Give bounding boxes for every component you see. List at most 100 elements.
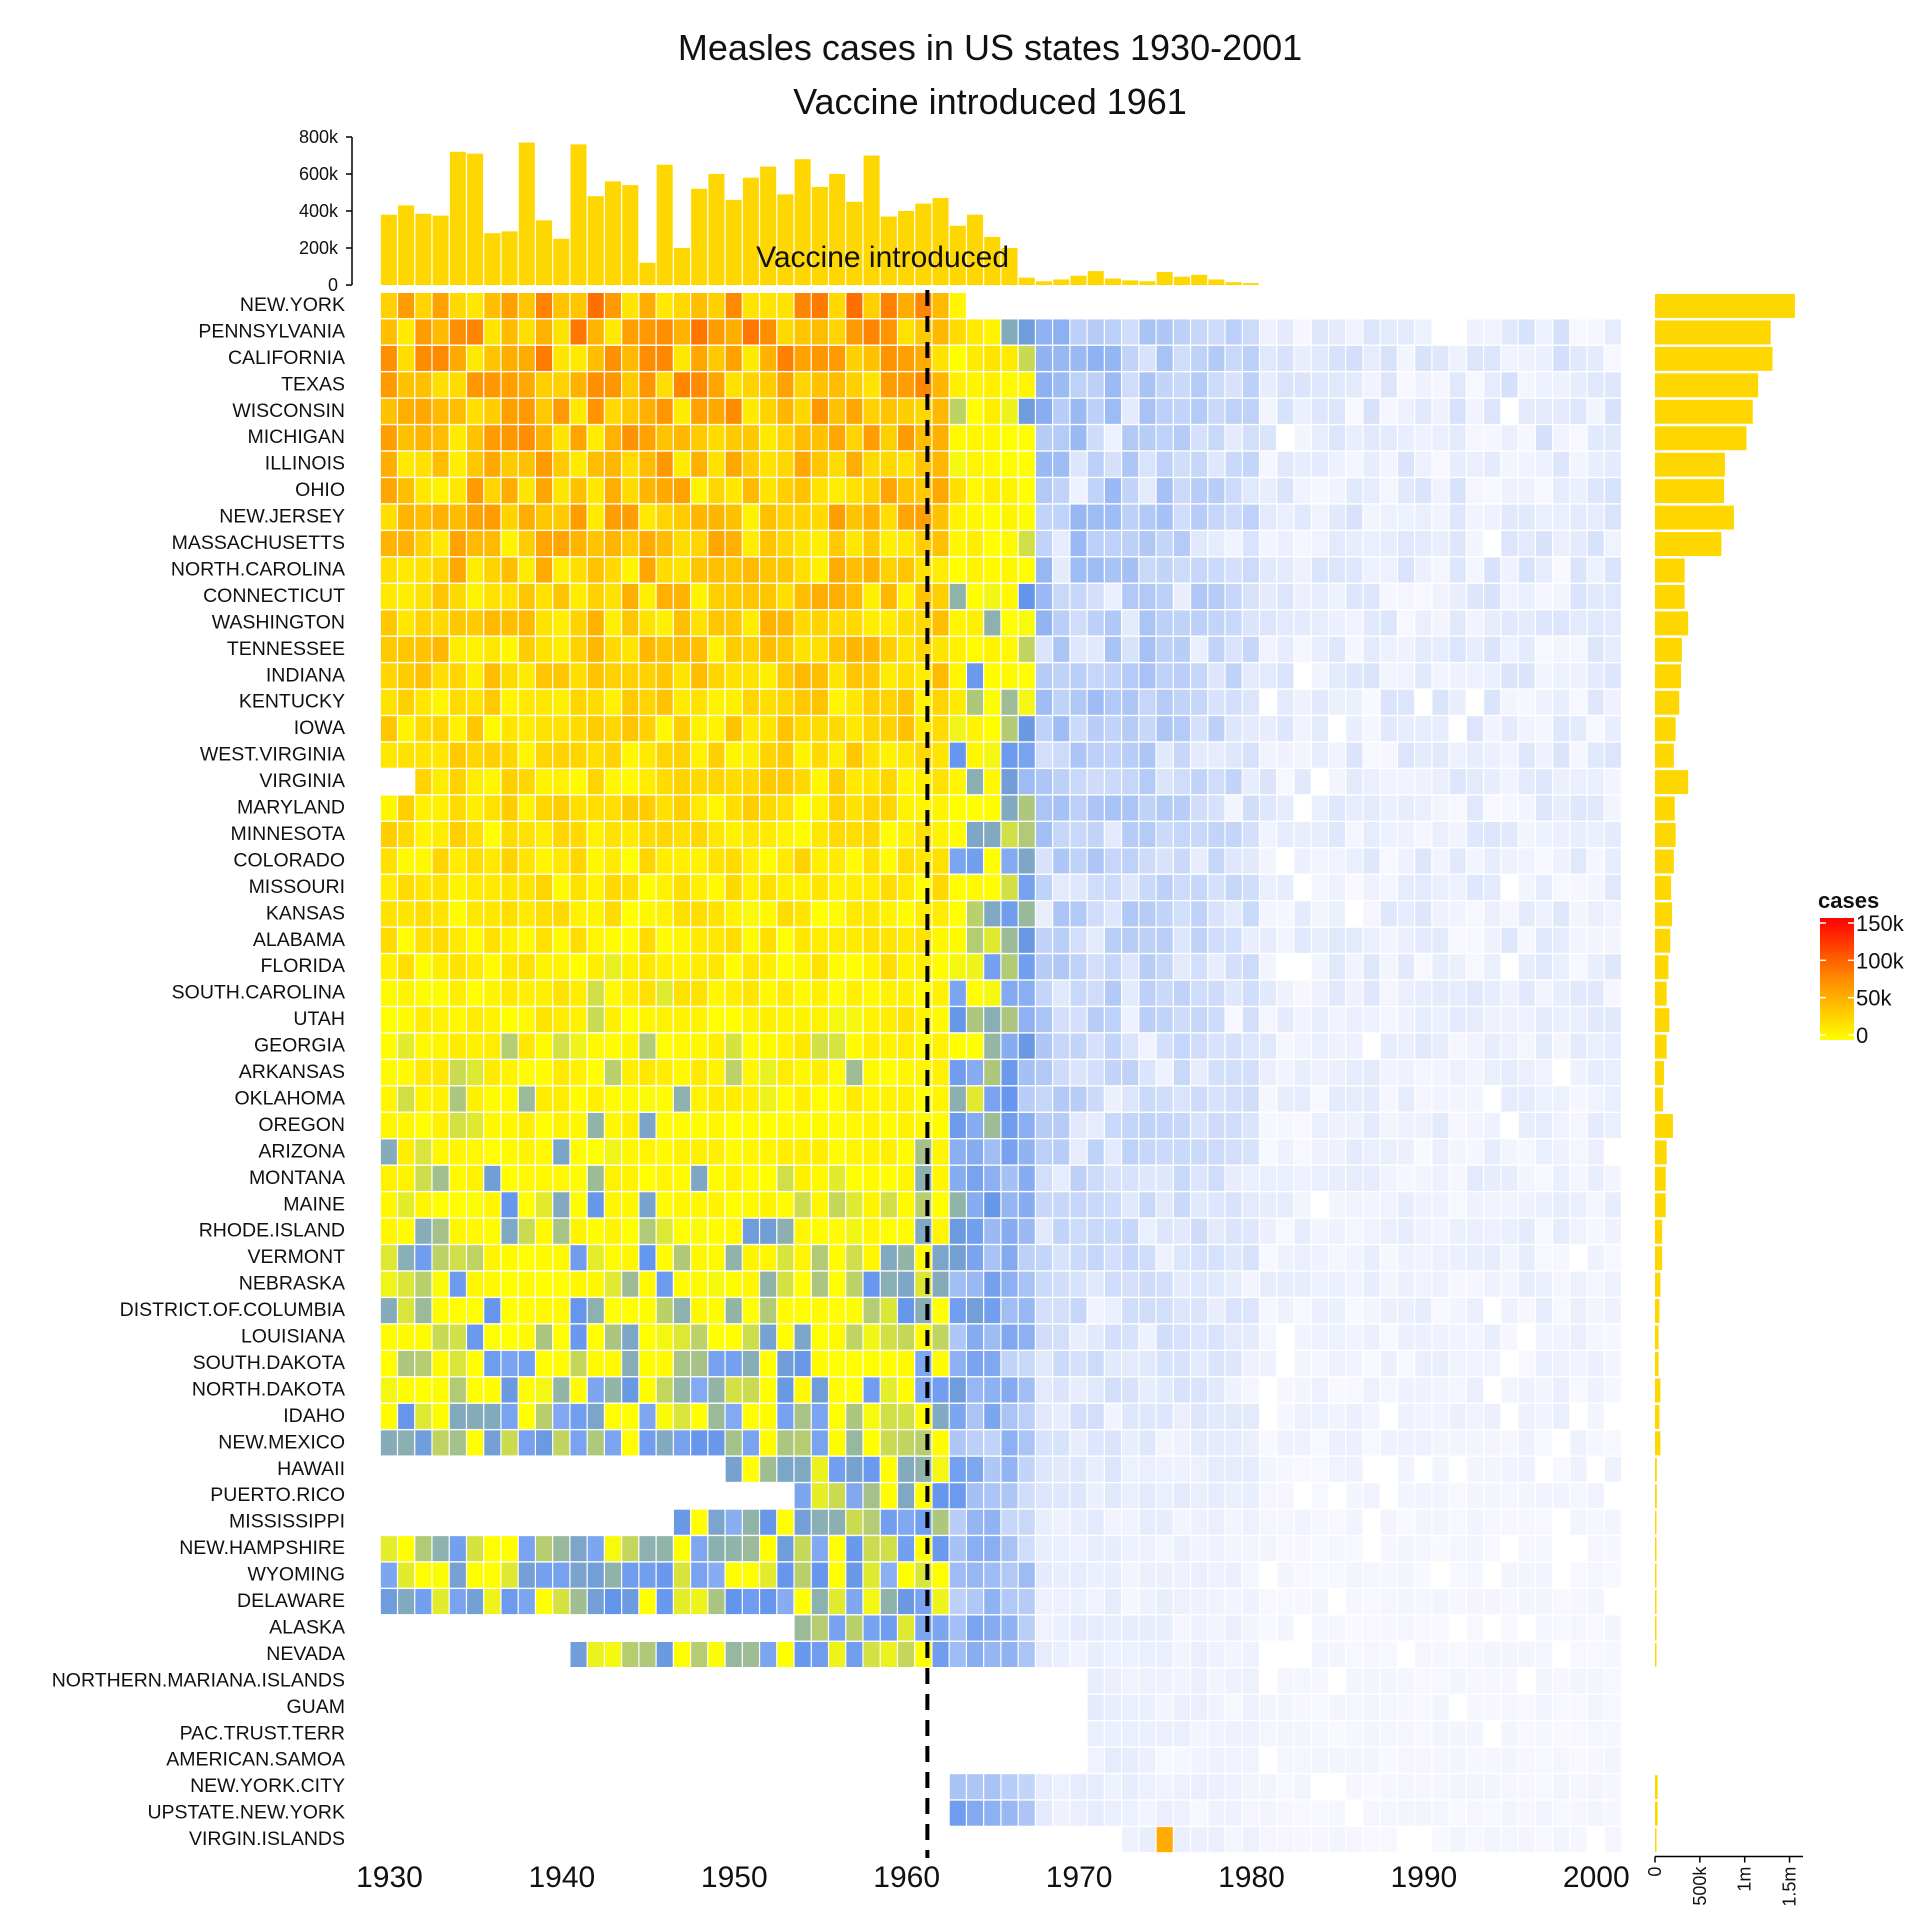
heat-cell — [1415, 1774, 1432, 1800]
heat-cell — [1311, 610, 1328, 636]
heat-cell — [1277, 1165, 1294, 1191]
heat-cell — [1518, 451, 1535, 477]
heat-cell — [1346, 1377, 1363, 1403]
heat-cell — [811, 345, 828, 371]
heat-cell — [932, 980, 949, 1006]
heat-cell — [622, 689, 639, 715]
heat-cell — [1225, 822, 1242, 848]
heat-cell — [570, 1033, 587, 1059]
heat-cell — [1346, 345, 1363, 371]
heat-cell — [1139, 1298, 1156, 1324]
heat-cell — [794, 1139, 811, 1165]
heat-cell — [1087, 1060, 1104, 1086]
heat-cell — [536, 451, 553, 477]
heat-cell — [1053, 1218, 1070, 1244]
heat-cell — [1363, 1218, 1380, 1244]
heat-cell — [1070, 901, 1087, 927]
heat-cell — [1329, 795, 1346, 821]
heat-cell — [932, 1218, 949, 1244]
heat-cell — [1139, 504, 1156, 530]
heat-cell — [1156, 1351, 1173, 1377]
heat-cell — [794, 795, 811, 821]
heat-cell — [380, 1060, 397, 1086]
heat-cell — [1484, 954, 1501, 980]
heat-cell — [1466, 1324, 1484, 1350]
heat-cell — [1604, 1245, 1621, 1271]
heat-cell — [1122, 1774, 1139, 1800]
heat-cell — [1346, 319, 1363, 345]
heat-cell — [1260, 822, 1277, 848]
heat-cell — [708, 1403, 725, 1429]
heat-cell — [467, 1165, 484, 1191]
heat-cell — [1070, 1483, 1087, 1509]
heat-cell — [1604, 1694, 1621, 1720]
heat-cell — [760, 1298, 777, 1324]
heat-cell — [880, 1509, 897, 1535]
heat-cell — [1570, 1509, 1587, 1535]
heat-cell — [673, 1086, 690, 1112]
heat-cell — [1208, 1245, 1225, 1271]
heat-cell — [863, 451, 880, 477]
heat-cell — [467, 1536, 484, 1562]
heat-cell — [587, 954, 604, 980]
heat-cell — [656, 478, 673, 504]
heat-cell — [518, 716, 535, 742]
heat-cell — [587, 1403, 604, 1429]
heat-cell — [794, 451, 811, 477]
heat-cell — [846, 1456, 863, 1482]
heat-cell — [536, 1271, 553, 1297]
heat-cell — [1329, 1112, 1346, 1138]
heat-cell — [760, 1351, 777, 1377]
heat-cell — [1156, 1403, 1173, 1429]
heat-cell — [1070, 742, 1087, 768]
heat-cell — [604, 636, 622, 662]
heat-cell — [1363, 927, 1380, 953]
heat-cell — [1173, 1060, 1190, 1086]
heat-cell — [1070, 398, 1087, 424]
heat-cell — [863, 1509, 880, 1535]
heat-cell — [880, 874, 897, 900]
heat-cell — [1122, 742, 1139, 768]
heat-cell — [673, 1007, 690, 1033]
heat-cell — [639, 1218, 656, 1244]
heat-cell — [863, 1536, 880, 1562]
heat-cell — [1432, 451, 1449, 477]
heat-cell — [760, 1192, 777, 1218]
heat-cell — [1156, 451, 1173, 477]
heat-cell — [484, 1112, 501, 1138]
heat-cell — [1553, 1086, 1570, 1112]
heat-cell — [484, 1351, 501, 1377]
state-total-bar — [1655, 875, 1672, 900]
heat-cell — [1587, 1721, 1604, 1747]
state-total-bar — [1655, 1299, 1660, 1324]
heat-cell — [1415, 451, 1432, 477]
heat-cell — [1604, 1377, 1621, 1403]
heat-cell — [1570, 1112, 1587, 1138]
heat-cell — [1018, 1192, 1035, 1218]
heat-cell — [501, 1271, 518, 1297]
heat-cell — [725, 1589, 742, 1615]
heat-cell — [587, 769, 604, 795]
heat-cell — [467, 874, 484, 900]
state-total-bar — [1655, 320, 1771, 345]
heat-cell — [587, 927, 604, 953]
heat-cell — [1484, 1245, 1501, 1271]
heat-cell — [1518, 1112, 1535, 1138]
heat-cell — [1122, 1192, 1139, 1218]
heat-cell — [1501, 1139, 1518, 1165]
heat-cell — [984, 1112, 1001, 1138]
heat-cell — [708, 954, 725, 980]
heat-cell — [708, 478, 725, 504]
heat-cell — [760, 1271, 777, 1297]
heat-cell — [829, 742, 846, 768]
heat-cell — [984, 954, 1001, 980]
heat-cell — [932, 1430, 949, 1456]
heat-cell — [794, 769, 811, 795]
heat-cell — [639, 716, 656, 742]
heat-cell — [639, 583, 656, 609]
heat-cell — [484, 319, 501, 345]
heat-cell — [829, 636, 846, 662]
heat-cell — [570, 398, 587, 424]
heat-cell — [1242, 478, 1259, 504]
heat-cell — [1587, 1800, 1604, 1826]
